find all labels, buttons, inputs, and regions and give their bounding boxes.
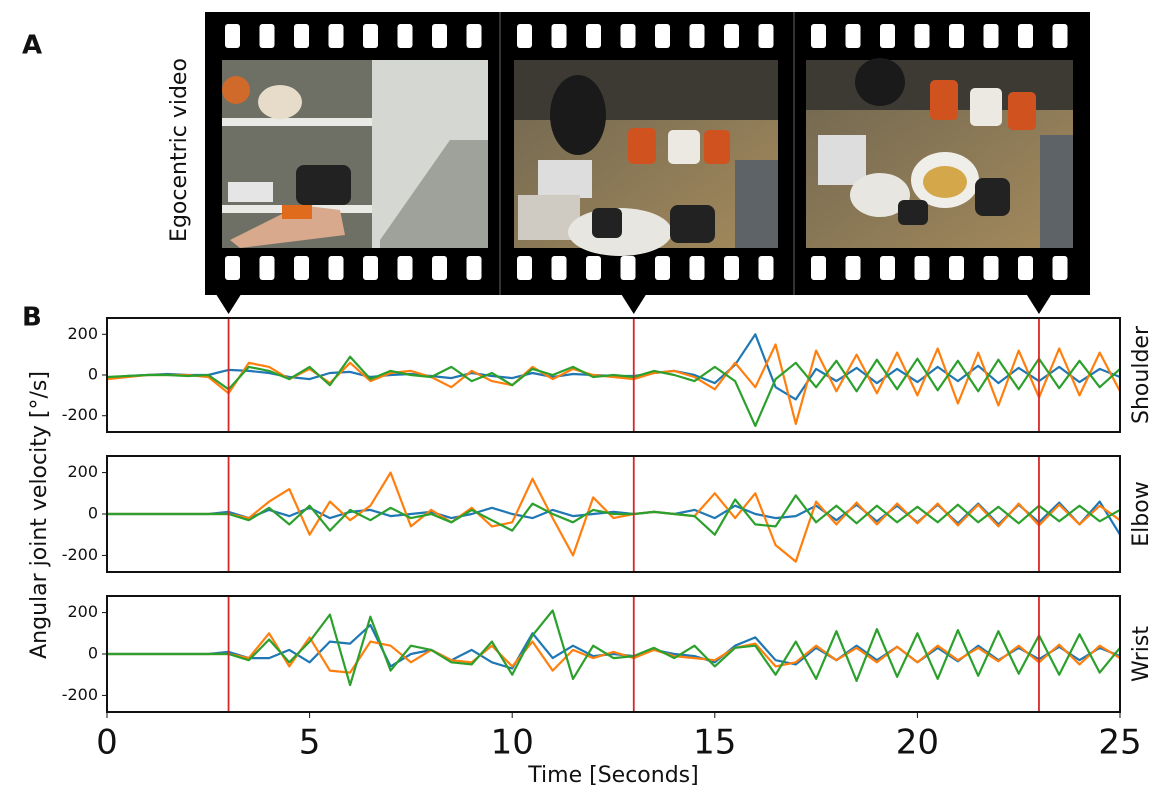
- sprocket-hole: [759, 256, 774, 280]
- sprocket-hole: [1053, 256, 1068, 280]
- sprocket-hole: [586, 256, 601, 280]
- y-tick-label: -200: [62, 405, 98, 424]
- x-tick-label: 10: [491, 723, 534, 763]
- x-tick-label: 5: [299, 723, 321, 763]
- frame-pointer: [1027, 295, 1051, 314]
- video-frame: [222, 60, 488, 248]
- series-line: [107, 334, 1120, 399]
- panel-label: B: [22, 303, 42, 333]
- sprocket-hole: [621, 24, 636, 48]
- y-tick-label: 0: [88, 644, 98, 663]
- sprocket-hole: [363, 24, 378, 48]
- sprocket-hole: [398, 24, 413, 48]
- sprocket-hole: [759, 24, 774, 48]
- sprocket-hole: [846, 24, 861, 48]
- y-tick-label: -200: [62, 545, 98, 564]
- sprocket-hole: [915, 24, 930, 48]
- video-label: Egocentric video: [167, 58, 192, 242]
- sprocket-hole: [621, 256, 636, 280]
- x-tick-label: 25: [1098, 723, 1141, 763]
- sprocket-hole: [329, 24, 344, 48]
- figure: A B Egocentric video: [0, 0, 1159, 796]
- sprocket-hole: [225, 256, 240, 280]
- x-tick-label: 15: [693, 723, 736, 763]
- y-tick-label: 200: [67, 462, 98, 481]
- y-tick-label: 0: [88, 365, 98, 384]
- sprocket-hole: [811, 256, 826, 280]
- sprocket-hole: [690, 24, 705, 48]
- series-line: [107, 345, 1120, 424]
- panel-joint-label: Elbow: [1129, 481, 1154, 546]
- sprocket-hole: [398, 256, 413, 280]
- y-tick-label: 200: [67, 602, 98, 621]
- sprocket-hole: [655, 24, 670, 48]
- sprocket-hole: [724, 24, 739, 48]
- sprocket-hole: [363, 256, 378, 280]
- sprocket-hole: [915, 256, 930, 280]
- x-axis-label: Time [Seconds]: [527, 763, 698, 788]
- sprocket-hole: [294, 24, 309, 48]
- sprocket-hole: [949, 24, 964, 48]
- sprocket-hole: [225, 24, 240, 48]
- series-line: [107, 611, 1120, 686]
- frame-pointer: [622, 295, 646, 314]
- sprocket-hole: [880, 256, 895, 280]
- sprocket-hole: [432, 24, 447, 48]
- panel-joint-label: Shoulder: [1129, 325, 1154, 424]
- sprocket-hole: [260, 256, 275, 280]
- sprocket-hole: [690, 256, 705, 280]
- sprocket-hole: [846, 256, 861, 280]
- y-tick-label: 0: [88, 504, 98, 523]
- y-tick-label: -200: [62, 685, 98, 704]
- sprocket-hole: [517, 256, 532, 280]
- frame-pointer: [217, 295, 241, 314]
- x-tick-label: 0: [96, 723, 118, 763]
- sprocket-hole: [552, 256, 567, 280]
- sprocket-hole: [586, 24, 601, 48]
- sprocket-hole: [467, 256, 482, 280]
- panel-joint-label: Wrist: [1129, 626, 1154, 682]
- panel: -200 0 200 Wrist 0 5 10 15 20 25 Time [Seconds]: [62, 596, 1154, 788]
- y-axis-label: Angular joint velocity [°/s]: [27, 371, 52, 659]
- series-line: [107, 473, 1120, 562]
- sprocket-hole: [467, 24, 482, 48]
- panel: -200 0 200 Shoulder: [62, 318, 1154, 432]
- sprocket-hole: [1018, 24, 1033, 48]
- sprocket-hole: [1053, 24, 1068, 48]
- sprocket-hole: [949, 256, 964, 280]
- panel: -200 0 200 Elbow: [62, 456, 1154, 572]
- film-strip: [205, 12, 1090, 314]
- sprocket-hole: [880, 24, 895, 48]
- x-tick-label: 20: [896, 723, 939, 763]
- video-frame: [806, 58, 1073, 248]
- y-tick-label: 200: [67, 324, 98, 343]
- sprocket-hole: [432, 256, 447, 280]
- panel-label: A: [22, 31, 42, 61]
- sprocket-hole: [294, 256, 309, 280]
- series-line: [107, 357, 1120, 426]
- sprocket-hole: [329, 256, 344, 280]
- sprocket-hole: [260, 24, 275, 48]
- sprocket-hole: [1018, 256, 1033, 280]
- sprocket-hole: [984, 256, 999, 280]
- sprocket-hole: [724, 256, 739, 280]
- sprocket-hole: [984, 24, 999, 48]
- video-frame: [514, 60, 778, 256]
- sprocket-hole: [552, 24, 567, 48]
- sprocket-hole: [811, 24, 826, 48]
- sprocket-hole: [655, 256, 670, 280]
- sprocket-hole: [517, 24, 532, 48]
